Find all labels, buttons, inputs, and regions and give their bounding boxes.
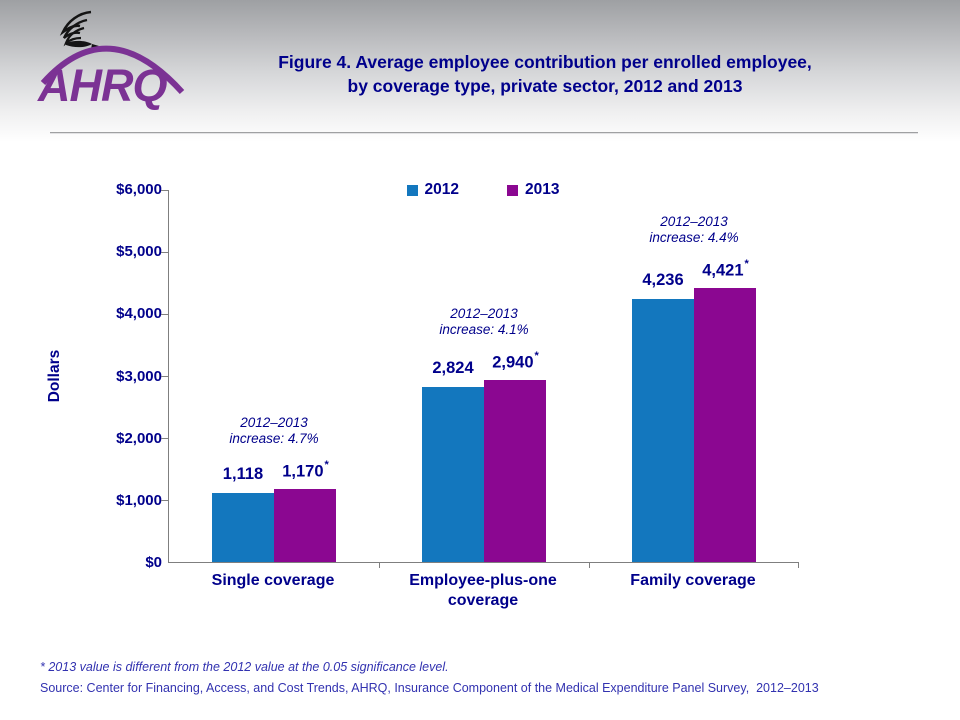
annotation-line2: increase: 4.4%: [649, 229, 739, 245]
bar-2013-family-coverage: 4,421*: [694, 258, 756, 562]
y-tick-4000: $4,000: [116, 305, 162, 323]
y-tickmark: [161, 313, 169, 315]
logo-swoosh: [40, 45, 185, 95]
y-tickmark: [161, 252, 169, 253]
annotation-line1: 2012–2013: [660, 213, 728, 229]
y-tick-6000: $6,000: [116, 181, 162, 198]
ahrq-logo: AHRQ: [36, 2, 202, 112]
legend-swatch-2012: [406, 184, 418, 196]
bar-group-family-coverage: 2012–2013 increase: 4.4% 4,236 4,421*: [589, 190, 799, 562]
legend-swatch-2013: [507, 184, 518, 196]
y-tickmark: [161, 376, 169, 377]
header-divider: [50, 132, 918, 134]
bar-2013-single-coverage: 1,170*: [274, 459, 336, 562]
y-tick-3000: $3,000: [116, 367, 162, 385]
y-tickmark: [161, 438, 169, 439]
annotation-line1: 2012–2013: [240, 415, 308, 431]
y-tick-2000: $2,000: [116, 429, 162, 447]
bar-value-label: 4,236: [642, 271, 684, 290]
bar-value-label: 1,170*: [282, 459, 329, 481]
bar-2012-employee-plus-one: 2,824: [422, 359, 484, 562]
significance-asterisk: *: [534, 349, 539, 362]
bar-group-employee-plus-one: 2012–2013 increase: 4.1% 2,824 2,940*: [379, 190, 589, 562]
significance-asterisk: *: [744, 257, 749, 270]
y-tickmark: [161, 190, 169, 191]
legend-label-2013: 2013: [525, 181, 560, 198]
figure-title: Figure 4. Average employee contribution …: [130, 50, 960, 98]
y-axis-title: Dollars: [46, 349, 63, 403]
significance-footnote: * 2013 value is different from the 2012 …: [40, 660, 449, 674]
category-label-employee-plus-one: Employee-plus-one coverage: [409, 572, 557, 609]
bar-value-label: 2,824: [432, 358, 474, 377]
increase-annotation-family: 2012–2013 increase: 4.4%: [649, 214, 738, 246]
ahrq-logo-graphic: AHRQ: [37, 10, 185, 111]
source-footnote: Source: Center for Financing, Access, an…: [40, 681, 819, 695]
bar-value-label: 4,421*: [702, 257, 749, 280]
plot-area: 2012–2013 increase: 4.7% 1,118 1,170* 20…: [161, 190, 799, 568]
legend-item-2012: 2012: [406, 181, 459, 199]
increase-annotation-employee-plus-one: 2012–2013 increase: 4.1%: [439, 306, 528, 338]
figure-title-line2: by coverage type, private sector, 2012 a…: [347, 76, 743, 96]
annotation-line1: 2012–2013: [450, 305, 518, 321]
bar-value-label: 2,940*: [492, 349, 539, 372]
legend-item-2013: 2013: [507, 181, 559, 199]
y-tick-0: $0: [145, 554, 162, 571]
annotation-line2: increase: 4.1%: [439, 321, 529, 337]
category-label-single-coverage: Single coverage: [211, 572, 335, 589]
y-axis-tick-labels: $6,000 $5,000 $4,000 $3,000 $2,000 $1,00…: [64, 181, 162, 571]
y-tickmark: [161, 499, 169, 501]
bar-value-label: 1,118: [222, 464, 264, 483]
chart-legend: 2012 2013: [168, 181, 798, 199]
annotation-line2: increase: 4.7%: [229, 431, 319, 447]
x-tickmark: [589, 562, 590, 568]
x-tickmark: [798, 562, 799, 568]
figure-title-line1: Figure 4. Average employee contribution …: [278, 52, 812, 72]
category-label-family-coverage: Family coverage: [630, 572, 756, 589]
legend-label-2012: 2012: [424, 181, 459, 198]
bar-2012-single-coverage: 1,118: [212, 465, 274, 562]
bar-group-single-coverage: 2012–2013 increase: 4.7% 1,118 1,170*: [169, 190, 379, 562]
eagle-icon: [59, 10, 99, 49]
increase-annotation-single: 2012–2013 increase: 4.7%: [229, 415, 318, 447]
y-tick-5000: $5,000: [116, 243, 162, 261]
y-tick-1000: $1,000: [116, 491, 162, 509]
bar-2012-family-coverage: 4,236: [632, 271, 694, 562]
x-tickmark: [379, 562, 380, 568]
logo-wordmark: AHRQ: [37, 60, 167, 111]
bar-2013-employee-plus-one: 2,940*: [484, 350, 546, 562]
significance-asterisk: *: [324, 459, 329, 472]
